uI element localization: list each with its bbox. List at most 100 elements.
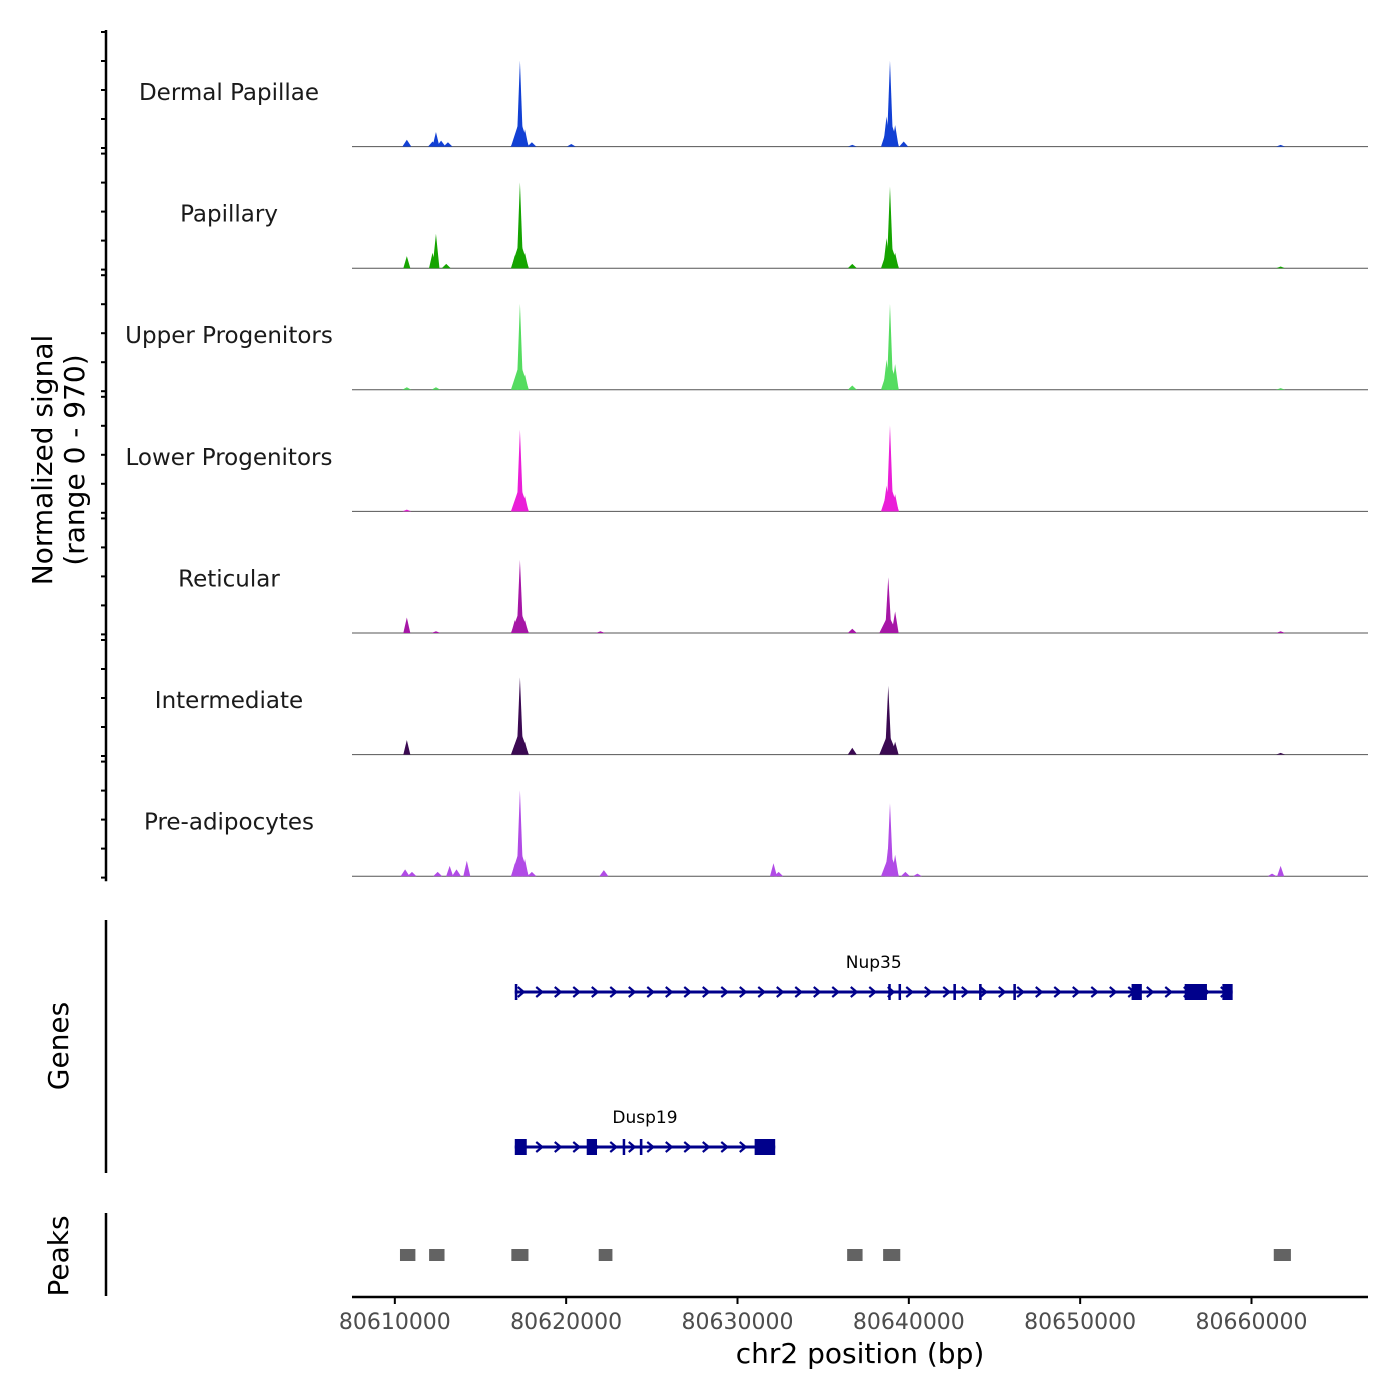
strand-arrow	[757, 986, 766, 998]
exon	[754, 1139, 776, 1155]
signal-peak	[452, 869, 462, 877]
strand-arrow	[850, 986, 859, 998]
signal-peak	[1276, 144, 1286, 147]
signal-peak	[885, 685, 892, 755]
signal-peak	[432, 131, 440, 147]
signal-peak	[521, 741, 529, 755]
strand-arrow	[924, 986, 933, 998]
exon	[639, 1139, 643, 1155]
strand-arrow	[646, 1141, 655, 1153]
signal-peak	[847, 628, 857, 633]
signal-peak	[900, 871, 910, 877]
signal-peak	[527, 142, 537, 147]
strand-arrow	[609, 1141, 618, 1153]
y-axis-title-line2: (range 0 - 970)	[58, 354, 91, 565]
peak-region	[1273, 1249, 1291, 1261]
strand-arrow	[776, 986, 785, 998]
signal-peak-shoulder	[879, 737, 898, 755]
signal-peak	[521, 374, 529, 390]
gene-label: Nup35	[846, 953, 902, 973]
exon	[1013, 984, 1016, 1000]
signal-peak	[769, 863, 777, 877]
signal-peak	[847, 747, 857, 755]
signal-peak	[891, 494, 899, 512]
signal-peak	[1276, 266, 1286, 269]
track-label: Papillary	[180, 202, 278, 228]
strand-arrow	[1164, 986, 1173, 998]
strand-arrow	[1146, 986, 1155, 998]
signal-peak	[595, 631, 605, 633]
exon	[1131, 984, 1142, 1000]
signal-peak	[521, 129, 529, 147]
exon	[1184, 984, 1207, 1000]
plot-content: Dermal Papillae Papillary Upper Progenitor…	[101, 30, 1368, 1335]
strand-arrow	[813, 986, 822, 998]
signal-peak	[400, 869, 410, 877]
strand-arrow	[1035, 986, 1044, 998]
exon	[514, 1139, 527, 1155]
exon	[888, 984, 891, 1000]
strand-arrow	[961, 986, 970, 998]
strand-arrow	[572, 1141, 581, 1153]
signal-peak	[891, 125, 899, 147]
peaks-track-title: Peaks	[42, 1215, 75, 1296]
strand-arrow	[1016, 986, 1025, 998]
signal-peak	[599, 870, 609, 877]
signal-peak	[891, 854, 899, 877]
strand-arrow	[1072, 986, 1081, 998]
strand-arrow	[535, 1141, 544, 1153]
track-label: Reticular	[178, 566, 280, 592]
strand-arrow	[831, 986, 840, 998]
signal-peak	[402, 387, 412, 390]
strand-arrow	[609, 986, 618, 998]
strand-arrow	[665, 1141, 674, 1153]
strand-arrow	[979, 986, 988, 998]
strand-arrow	[554, 986, 563, 998]
signal-peak	[403, 256, 411, 269]
signal-peak	[1276, 752, 1286, 755]
signal-peak	[521, 620, 529, 633]
track-label: Intermediate	[155, 688, 303, 714]
strand-arrow	[535, 986, 544, 998]
signal-peak	[446, 865, 454, 877]
x-tick-label: 80610000	[339, 1310, 451, 1335]
signal-peak	[891, 611, 899, 633]
x-axis-title: chr2 position (bp)	[736, 1337, 985, 1370]
signal-peak	[1267, 873, 1277, 877]
signal-peak	[891, 364, 899, 390]
signal-peak	[521, 859, 529, 877]
signal-peak	[443, 142, 453, 147]
exon	[514, 984, 518, 1000]
signal-peak	[847, 385, 857, 390]
signal-peak	[847, 144, 857, 147]
signal-peak	[527, 871, 537, 877]
strand-arrow	[665, 986, 674, 998]
signal-peak	[436, 140, 446, 147]
signal-peak	[432, 233, 440, 269]
gene-label: Dusp19	[612, 1108, 677, 1128]
peak-region	[847, 1249, 863, 1261]
strand-arrow	[554, 1141, 563, 1153]
strand-arrow	[683, 1141, 692, 1153]
strand-arrow	[739, 1141, 748, 1153]
strand-arrow	[683, 986, 692, 998]
strand-arrow	[517, 986, 526, 998]
strand-arrow	[942, 986, 951, 998]
x-tick-label: 80660000	[1196, 1310, 1308, 1335]
signal-peak	[566, 144, 576, 147]
signal-peak	[521, 252, 529, 269]
signal-peak	[891, 252, 899, 269]
exon	[586, 1139, 598, 1155]
exon	[898, 984, 902, 1000]
x-tick-label: 80630000	[682, 1310, 794, 1335]
track-label: Dermal Papillae	[139, 80, 319, 106]
strand-arrow	[628, 986, 637, 998]
strand-arrow	[868, 986, 877, 998]
signal-peak	[521, 495, 529, 512]
signal-peak	[912, 873, 922, 877]
signal-peak	[1276, 631, 1286, 633]
signal-peak	[433, 871, 443, 877]
signal-peak	[403, 739, 411, 755]
signal-peak	[774, 871, 784, 877]
x-tick-label: 80620000	[510, 1310, 622, 1335]
